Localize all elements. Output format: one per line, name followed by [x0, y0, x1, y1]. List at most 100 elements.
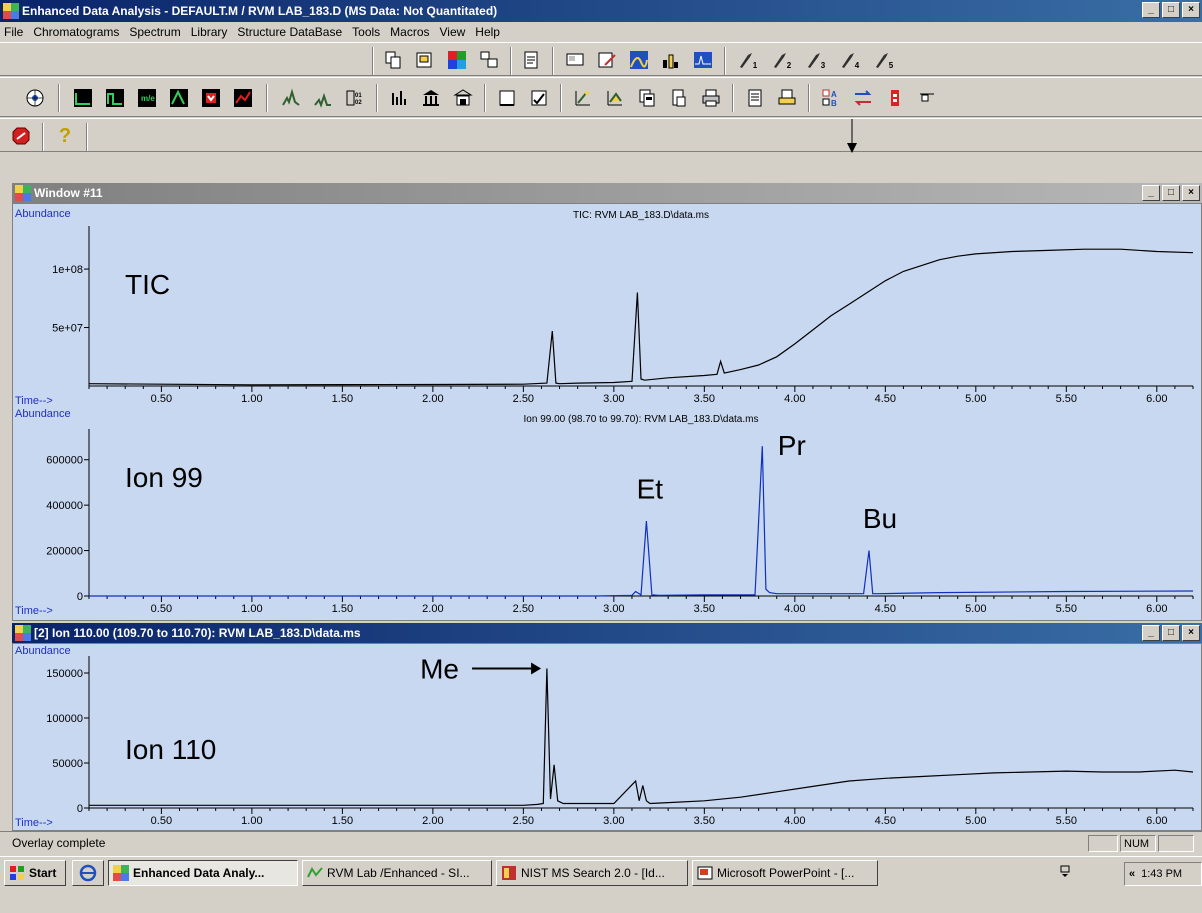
window-11-close-button[interactable]: × — [1182, 185, 1200, 201]
page-icon[interactable] — [666, 85, 692, 111]
tile-windows-icon[interactable] — [476, 47, 502, 73]
chart-app-icon — [307, 867, 323, 878]
menu-spectrum[interactable]: Spectrum — [129, 25, 181, 39]
annotation-label: Bu — [863, 503, 897, 534]
overlay-icon[interactable] — [230, 85, 256, 111]
status-bar: Overlay complete NUM — [0, 831, 1202, 853]
copy-icon[interactable] — [380, 47, 406, 73]
print-icon[interactable] — [698, 85, 724, 111]
annotation-label: Pr — [778, 430, 806, 461]
spectrum-peaks-icon[interactable] — [310, 85, 336, 111]
document-stack-icon[interactable] — [634, 85, 660, 111]
export-icon[interactable] — [412, 47, 438, 73]
tabulate-icon[interactable]: 01 02 — [342, 85, 368, 111]
blank-window-icon[interactable] — [494, 85, 520, 111]
task-label: Microsoft PowerPoint - [... — [717, 866, 855, 880]
app-titlebar: Enhanced Data Analysis - DEFAULT.M / RVM… — [0, 0, 1202, 22]
window-11-titlebar[interactable]: Window #11 _ □ × — [12, 183, 1202, 203]
svg-text:m/e: m/e — [141, 94, 155, 103]
chromatogram-icon[interactable] — [690, 47, 716, 73]
chart-title: TIC: RVM LAB_183.D\data.ms — [573, 210, 709, 221]
x-tick-label: 2.50 — [513, 603, 534, 615]
window-2-titlebar[interactable]: [2] Ion 110.00 (109.70 to 110.70): RVM L… — [12, 623, 1202, 643]
mz-icon[interactable]: m/e — [134, 85, 160, 111]
integrate-icon[interactable] — [658, 47, 684, 73]
tray-expand-icon[interactable]: « — [1129, 868, 1136, 880]
task-nist-ms-search[interactable]: NIST MS Search 2.0 - [Id... — [496, 860, 688, 886]
window-11-icon — [15, 185, 31, 201]
task-powerpoint[interactable]: Microsoft PowerPoint - [... — [692, 860, 878, 886]
x-tick-label: 1.00 — [241, 393, 262, 405]
window-11-maximize-button[interactable]: □ — [1162, 185, 1180, 201]
status-text: Overlay complete — [12, 835, 106, 850]
svg-text:01: 01 — [355, 93, 362, 99]
macro-1-button[interactable]: 1 — [734, 47, 760, 73]
menu-structure-database[interactable]: Structure DataBase — [237, 25, 343, 39]
quant-icon[interactable] — [602, 85, 628, 111]
cycle-icon[interactable] — [850, 85, 876, 111]
navigator-icon[interactable] — [22, 85, 48, 111]
macro-5-button[interactable]: 5 — [870, 47, 896, 73]
minimize-button[interactable]: _ — [1142, 2, 1160, 18]
menu-macros[interactable]: Macros — [390, 25, 430, 39]
menu-view[interactable]: View — [439, 25, 466, 39]
task-enhanced-data-analysis[interactable]: Enhanced Data Analy... — [108, 860, 298, 886]
extract-ion-icon[interactable] — [102, 85, 128, 111]
library-browse-icon[interactable] — [450, 85, 476, 111]
screen-icon[interactable] — [562, 47, 588, 73]
menu-tools[interactable]: Tools — [352, 25, 381, 39]
task-label: NIST MS Search 2.0 - [Id... — [521, 866, 665, 880]
menu-help[interactable]: Help — [475, 25, 500, 39]
internet-explorer-icon[interactable] — [72, 860, 104, 886]
spectrum-average-icon[interactable] — [278, 85, 304, 111]
maximize-button[interactable]: □ — [1162, 2, 1180, 18]
x-tick-label: 3.50 — [694, 815, 715, 827]
macro-2-label: 2 — [786, 60, 792, 70]
color-palette-icon[interactable] — [444, 47, 470, 73]
draw-chromatogram-icon[interactable] — [70, 85, 96, 111]
bar-spectrum-icon[interactable] — [386, 85, 412, 111]
x-tick-label: 0.50 — [151, 393, 172, 405]
trace-label: Ion 110 — [125, 734, 216, 765]
x-tick-label: 5.50 — [1056, 815, 1077, 827]
report-icon[interactable] — [518, 47, 544, 73]
menu-chromatograms[interactable]: Chromatograms — [33, 25, 120, 39]
menu-library[interactable]: Library — [190, 25, 228, 39]
macro-3-button[interactable]: 3 — [802, 47, 828, 73]
task-rvm-lab[interactable]: RVM Lab /Enhanced - SI... — [302, 860, 492, 886]
check-spectrum-icon[interactable] — [526, 85, 552, 111]
window-11-minimize-button[interactable]: _ — [1142, 185, 1160, 201]
window-11-title: Window #11 — [34, 186, 103, 200]
integrator-icon[interactable] — [914, 85, 940, 111]
start-button[interactable]: Start — [4, 860, 66, 886]
window-2-minimize-button[interactable]: _ — [1142, 625, 1160, 641]
y-tick-label: 0 — [77, 803, 83, 815]
window-2-maximize-button[interactable]: □ — [1162, 625, 1180, 641]
peak-fit-icon[interactable] — [626, 47, 652, 73]
windows-logo-icon — [10, 866, 24, 880]
menu-file[interactable]: File — [4, 25, 24, 39]
subtract-icon[interactable] — [198, 85, 224, 111]
report-page-icon[interactable] — [742, 85, 768, 111]
edit-report-icon[interactable] — [594, 47, 620, 73]
svg-text:02: 02 — [355, 100, 362, 106]
window-2-title: [2] Ion 110.00 (109.70 to 110.70): RVM L… — [34, 626, 361, 640]
chromatogram-peak-icon[interactable] — [166, 85, 192, 111]
library-search-icon[interactable] — [418, 85, 444, 111]
macro-2-button[interactable]: 2 — [768, 47, 794, 73]
toolbar-separator — [724, 47, 726, 75]
plug-icon[interactable] — [882, 85, 908, 111]
calibrate-icon[interactable] — [570, 85, 596, 111]
toolbar-separator — [484, 84, 486, 112]
x-tick-label: 2.50 — [513, 393, 534, 405]
toolbar-separator — [376, 84, 378, 112]
help-icon[interactable]: ? — [58, 124, 72, 147]
taskbar-row: Start Enhanced Data Analy... RVM Lab /En… — [0, 860, 1202, 888]
window-2-close-button[interactable]: × — [1182, 625, 1200, 641]
stop-icon[interactable] — [8, 123, 34, 149]
print-report-icon[interactable] — [774, 85, 800, 111]
ion-99-chart: Ion 99.00 (98.70 to 99.70): RVM LAB_183.… — [15, 409, 1194, 617]
close-button[interactable]: × — [1182, 2, 1200, 18]
macro-4-button[interactable]: 4 — [836, 47, 862, 73]
